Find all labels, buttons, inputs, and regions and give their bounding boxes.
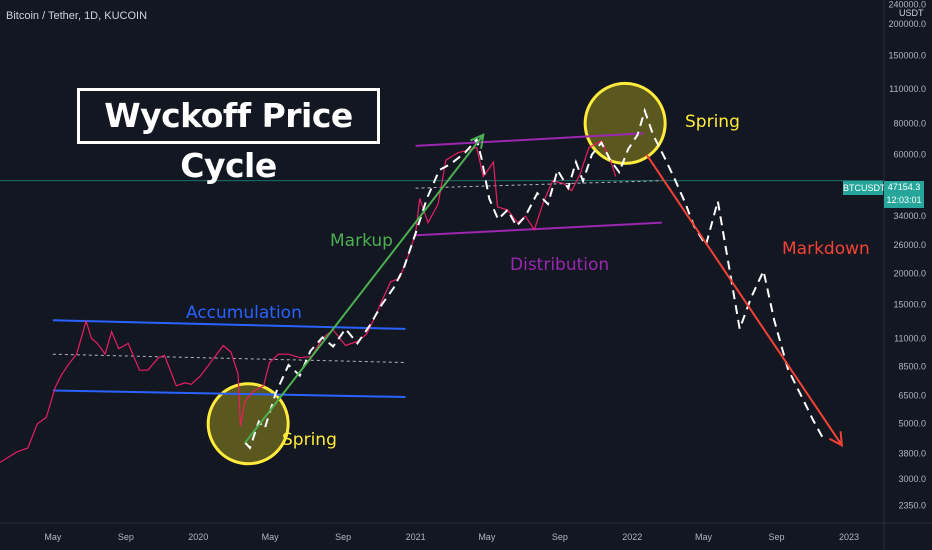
markdown-label: Markdown bbox=[782, 239, 870, 259]
accumulation-upper-line bbox=[52, 319, 406, 330]
spring-circle bbox=[206, 382, 290, 466]
last-price-value: 47154.3 bbox=[887, 182, 921, 192]
x-tick-label: May bbox=[262, 532, 280, 542]
y-tick-label: 5000.0 bbox=[898, 419, 926, 429]
accumulation-label: Accumulation bbox=[186, 303, 302, 323]
last-price-countdown: 12:03:01 bbox=[886, 195, 922, 205]
x-tick-label: 2020 bbox=[188, 532, 208, 542]
x-tick-label: 2022 bbox=[622, 532, 642, 542]
x-tick-label: 2021 bbox=[406, 532, 426, 542]
x-tick-label: Sep bbox=[335, 532, 351, 542]
y-tick-label: 80000.0 bbox=[893, 118, 926, 128]
y-tick-label: 3000.0 bbox=[898, 474, 926, 484]
x-tick-label: May bbox=[478, 532, 496, 542]
x-tick-label: Sep bbox=[769, 532, 785, 542]
x-tick-label: May bbox=[44, 532, 62, 542]
spring-label-lower: Spring bbox=[282, 430, 337, 450]
markdown-arrow bbox=[645, 154, 843, 446]
distribution-lower-line bbox=[415, 221, 663, 237]
accumulation-lower-line bbox=[52, 389, 406, 399]
symbol-header[interactable]: Bitcoin / Tether, 1D, KUCOIN bbox=[6, 10, 148, 22]
y-tick-label: 240000.0 bbox=[888, 0, 926, 9]
y-tick-label: 200000.0 bbox=[888, 19, 926, 29]
y-tick-label: 11000.0 bbox=[894, 333, 926, 343]
x-tick-label: Sep bbox=[552, 532, 568, 542]
distribution-label: Distribution bbox=[510, 255, 610, 275]
distribution-upper-line bbox=[415, 132, 644, 147]
y-tick-label: 2350.0 bbox=[898, 501, 926, 511]
y-tick-label: 110000.0 bbox=[889, 84, 926, 94]
spring-label-upper: Spring bbox=[685, 112, 740, 132]
last-price-ticker: BTCUSDT bbox=[843, 181, 886, 195]
price-series-line bbox=[0, 140, 617, 463]
accumulation-mid-line bbox=[52, 353, 406, 364]
spring-circle bbox=[583, 81, 667, 165]
y-tick-label: 6500.0 bbox=[898, 390, 926, 400]
chart-title: Wyckoff Price Cycle bbox=[77, 88, 380, 185]
y-tick-label: 60000.0 bbox=[893, 150, 926, 160]
last-price-box: 47154.3 12:03:01 bbox=[884, 181, 924, 208]
distribution-mid-line bbox=[415, 180, 662, 189]
x-tick-label: May bbox=[695, 532, 713, 542]
x-tick-label: 2023 bbox=[839, 532, 859, 542]
markup-arrow bbox=[244, 134, 485, 444]
axis-unit: USDT bbox=[899, 8, 924, 18]
y-tick-label: 26000.0 bbox=[893, 240, 926, 250]
markup-arrow-head bbox=[470, 133, 485, 149]
wyckoff-projection-path bbox=[244, 107, 825, 450]
y-tick-label: 15000.0 bbox=[893, 300, 926, 310]
y-tick-label: 34000.0 bbox=[893, 211, 926, 221]
markdown-arrow-head bbox=[828, 431, 844, 447]
y-tick-label: 8500.0 bbox=[898, 361, 926, 371]
y-tick-label: 3800.0 bbox=[898, 448, 926, 458]
y-tick-label: 150000.0 bbox=[888, 50, 926, 60]
y-tick-label: 20000.0 bbox=[893, 269, 926, 279]
x-tick-label: Sep bbox=[118, 532, 134, 542]
markup-label: Markup bbox=[330, 231, 393, 251]
